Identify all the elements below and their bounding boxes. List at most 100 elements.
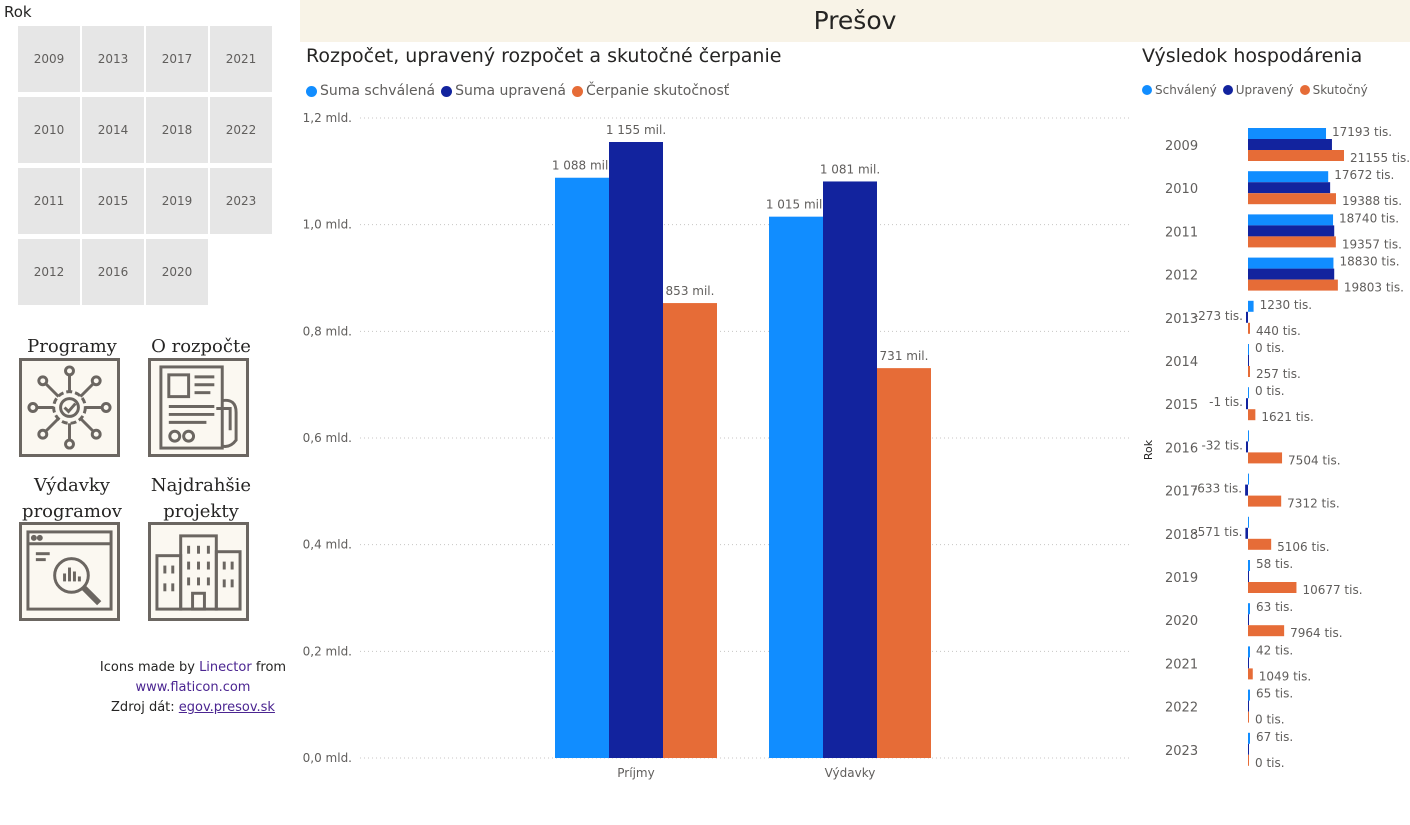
hbar-2021-0: [1248, 646, 1250, 658]
y-tick-label: 0,6 mld.: [303, 431, 352, 445]
hbar-data-label: 0 tis.: [1255, 756, 1285, 770]
year-tile-2012[interactable]: 2012: [18, 239, 80, 305]
hbar-2011-1: [1248, 225, 1335, 237]
hbar-2021-2: [1248, 668, 1253, 680]
bar-data-label: 1 081 mil.: [820, 162, 880, 176]
hbar-data-label: -273 tis.: [1194, 309, 1243, 323]
legend-item-skutocny[interactable]: Skutočný: [1299, 83, 1368, 97]
year-tile-2015[interactable]: 2015: [82, 168, 144, 234]
year-tile-2011[interactable]: 2011: [18, 168, 80, 234]
year-tile-2017[interactable]: 2017: [146, 26, 208, 92]
linector-link[interactable]: Linector: [199, 660, 252, 675]
nav-label-o-rozpocte: O rozpočte: [151, 336, 251, 357]
year-tile-2022[interactable]: 2022: [210, 97, 272, 163]
legend-dot-skutocny: [1299, 85, 1310, 95]
x-tick-label: Príjmy: [617, 766, 654, 780]
year-tile-2009[interactable]: 2009: [18, 26, 80, 92]
bar-data-label: 1 088 mil.: [552, 159, 612, 173]
bar-príjmy-0: [555, 177, 609, 758]
najdrahsie-projekty-button[interactable]: [148, 522, 249, 621]
hbar-2010-2: [1248, 193, 1336, 205]
flaticon-link[interactable]: www.flaticon.com: [135, 680, 251, 695]
year-label: 2013: [1165, 312, 1198, 327]
hbar-data-label: 58 tis.: [1256, 557, 1293, 571]
hbar-data-label: -633 tis.: [1193, 482, 1242, 496]
hbar-2009-1: [1248, 139, 1332, 150]
bar-výdavky-0: [769, 216, 823, 759]
year-label: 2023: [1165, 744, 1198, 759]
legend-dot-schvaleny: [1142, 85, 1152, 95]
year-tile-2013[interactable]: 2013: [82, 26, 144, 92]
hbar-data-label: 0 tis.: [1255, 384, 1285, 398]
legend-item-upravena[interactable]: Suma upravená: [441, 83, 566, 99]
legend-label-skutocny: Skutočný: [1312, 83, 1368, 97]
slicer-title: Rok: [4, 3, 32, 21]
bar-data-label: 1 155 mil.: [606, 123, 666, 137]
y-tick-label: 0,0 mld.: [303, 751, 352, 765]
credits-text-icons: Icons made by: [99, 660, 200, 675]
hbar-data-label: -32 tis.: [1201, 438, 1243, 452]
buildings-icon: [155, 534, 242, 611]
hbar-2018-2: [1248, 538, 1272, 550]
year-tile-2020[interactable]: 2020: [146, 239, 208, 305]
hbar-2010-1: [1248, 182, 1331, 194]
nav-label-najdrahsie-line2: projekty: [163, 501, 239, 522]
hbar-2018-1: [1245, 527, 1248, 539]
year-tile-2021[interactable]: 2021: [210, 26, 272, 92]
hbar-data-label: 18740 tis.: [1339, 211, 1399, 225]
legend-item-schvalena[interactable]: Suma schválená: [306, 83, 435, 99]
hbar-data-label: -571 tis.: [1193, 525, 1242, 539]
legend-item-upraveny[interactable]: Upravený: [1222, 83, 1294, 97]
hbar-2011-2: [1248, 236, 1336, 248]
nav-label-programy: Programy: [27, 336, 117, 357]
year-label: 2016: [1165, 441, 1198, 456]
o-rozpocte-button[interactable]: [148, 358, 249, 457]
year-tile-2019[interactable]: 2019: [146, 168, 208, 234]
year-tile-2023[interactable]: 2023: [210, 168, 272, 234]
hbar-2014-2: [1248, 366, 1250, 377]
legend-label-schvaleny: Schválený: [1155, 83, 1217, 97]
hbar-2017-2: [1248, 495, 1282, 507]
hbar-2018-0: [1248, 516, 1249, 528]
legend-item-skutocnost[interactable]: Čerpanie skutočnosť: [572, 83, 729, 99]
year-label: 2015: [1165, 398, 1198, 413]
hbar-2021-1: [1248, 657, 1249, 669]
hbar-data-label: 19357 tis.: [1342, 237, 1402, 251]
y-tick-label: 1,0 mld.: [303, 218, 352, 232]
vydavky-programov-button[interactable]: [19, 522, 120, 621]
hbar-2020-1: [1248, 614, 1249, 626]
legend-label-upravena: Suma upravená: [455, 83, 566, 99]
hbar-data-label: 257 tis.: [1256, 367, 1301, 381]
nav-label-vydavky-line1: Výdavky: [34, 475, 110, 496]
egov-presov-link[interactable]: egov.presov.sk: [178, 700, 275, 715]
hbar-data-label: 19803 tis.: [1344, 281, 1404, 295]
hbar-data-label: 1621 tis.: [1261, 410, 1313, 424]
hbar-2015-0: [1248, 387, 1249, 399]
hbar-2023-0: [1248, 732, 1250, 744]
legend-item-schvaleny[interactable]: Schválený: [1142, 83, 1217, 97]
hbar-2014-1: [1248, 355, 1249, 366]
year-label: 2012: [1165, 269, 1198, 284]
year-tile-2010[interactable]: 2010: [18, 97, 80, 163]
year-tile-2018[interactable]: 2018: [146, 97, 208, 163]
year-tile-2014[interactable]: 2014: [82, 97, 144, 163]
hbar-2013-2: [1248, 322, 1250, 334]
hbar-2013-1: [1246, 311, 1248, 323]
credits-line3: Zdroj dát: egov.presov.sk: [20, 698, 366, 718]
legend-dot-upraveny: [1222, 85, 1233, 95]
page-title: Prešov: [813, 6, 897, 35]
hbar-2016-1: [1246, 441, 1248, 453]
hbar-2015-1: [1246, 398, 1248, 410]
year-label: 2018: [1165, 528, 1198, 543]
hbar-2020-2: [1248, 625, 1285, 637]
credits-line1: Icons made by Linector from: [20, 658, 366, 678]
nav-label-najdrahsie-line1: Najdrahšie: [150, 475, 252, 496]
legend-dot-schvalena: [306, 85, 317, 97]
hbar-data-label: 0 tis.: [1255, 713, 1285, 727]
year-tile-2016[interactable]: 2016: [82, 239, 144, 305]
hbar-2023-1: [1248, 743, 1249, 755]
page-header: Prešov: [300, 0, 1410, 42]
hbar-data-label: 21155 tis.: [1350, 151, 1410, 165]
hbar-2009-0: [1248, 128, 1327, 139]
programy-button[interactable]: [19, 358, 120, 457]
